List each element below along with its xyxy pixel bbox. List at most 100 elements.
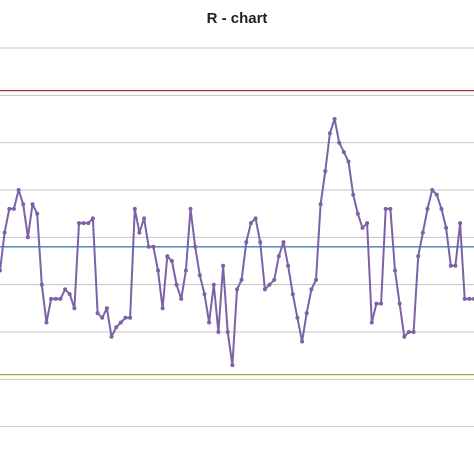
data-point	[39, 282, 44, 287]
data-point	[327, 131, 332, 136]
data-point	[183, 268, 188, 273]
data-point	[25, 235, 30, 240]
data-point	[420, 230, 425, 235]
data-point	[72, 306, 77, 311]
data-point	[458, 221, 463, 226]
control-limits	[0, 89, 474, 376]
data-point	[160, 306, 165, 311]
data-point	[21, 202, 26, 207]
data-point	[444, 225, 449, 230]
data-point	[95, 311, 100, 316]
data-point	[402, 334, 407, 339]
data-point	[304, 311, 309, 316]
chart-title: R - chart	[206, 10, 268, 27]
data-point	[393, 268, 397, 273]
data-point	[272, 277, 277, 282]
data-point	[174, 282, 179, 287]
data-point	[67, 292, 72, 297]
data-point	[332, 117, 337, 121]
data-point	[90, 216, 95, 221]
data-point	[7, 206, 12, 211]
data-point	[86, 221, 91, 226]
data-point	[416, 254, 421, 259]
data-point	[104, 306, 109, 311]
data-point	[309, 287, 314, 292]
data-point	[369, 320, 374, 325]
data-point	[81, 221, 86, 226]
data-point	[397, 301, 402, 306]
data-point	[221, 263, 226, 268]
data-point	[128, 315, 133, 320]
series	[0, 117, 474, 368]
data-point	[188, 206, 193, 211]
data-point	[16, 188, 21, 192]
data-point	[467, 296, 472, 301]
gridlines	[0, 47, 474, 428]
data-point	[132, 206, 137, 211]
data-point	[434, 192, 439, 197]
data-point	[379, 301, 384, 306]
data-point	[341, 150, 346, 155]
data-point	[35, 211, 40, 216]
data-point	[114, 325, 119, 330]
data-point	[290, 292, 295, 297]
data-point	[30, 202, 35, 207]
data-point	[462, 296, 467, 301]
data-point	[53, 296, 58, 301]
data-point	[406, 330, 411, 334]
data-point	[281, 240, 286, 245]
data-point	[355, 211, 360, 216]
data-point	[235, 287, 239, 292]
data-point	[63, 287, 68, 292]
data-point	[262, 287, 267, 292]
data-point	[258, 240, 263, 245]
data-point	[151, 244, 156, 249]
data-point	[360, 225, 365, 230]
data-point	[146, 244, 151, 249]
data-point	[156, 268, 160, 273]
data-point	[430, 188, 435, 192]
data-point	[216, 330, 221, 334]
data-point	[77, 221, 81, 226]
data-point	[211, 282, 216, 287]
data-point	[425, 206, 430, 211]
data-point	[244, 240, 249, 245]
data-point	[239, 277, 244, 282]
data-point	[351, 192, 356, 197]
data-point	[123, 315, 128, 320]
series-line-0	[0, 118, 474, 367]
data-point	[300, 339, 305, 344]
data-point	[411, 330, 416, 334]
data-point	[202, 292, 207, 297]
data-point	[169, 259, 174, 263]
data-point	[44, 320, 49, 325]
data-point	[337, 140, 342, 145]
data-point	[137, 230, 142, 235]
data-point	[388, 206, 393, 211]
data-point	[225, 330, 230, 334]
data-point	[365, 221, 370, 226]
data-point	[448, 263, 453, 268]
data-point	[453, 263, 458, 268]
data-point	[253, 216, 258, 221]
data-point	[0, 268, 2, 273]
data-point	[100, 315, 105, 320]
data-point	[193, 244, 198, 249]
data-point	[346, 159, 351, 164]
data-point	[323, 169, 328, 174]
data-point	[267, 282, 272, 287]
data-point	[11, 206, 16, 211]
data-point	[179, 296, 184, 301]
data-point	[295, 315, 300, 320]
data-point	[109, 334, 114, 339]
data-point	[230, 363, 235, 368]
data-point	[207, 320, 212, 325]
data-point	[142, 216, 147, 221]
data-point	[374, 301, 379, 306]
data-point	[439, 206, 444, 211]
data-point	[197, 273, 202, 278]
data-point	[165, 254, 170, 259]
data-point	[2, 230, 7, 235]
data-point	[383, 206, 388, 211]
